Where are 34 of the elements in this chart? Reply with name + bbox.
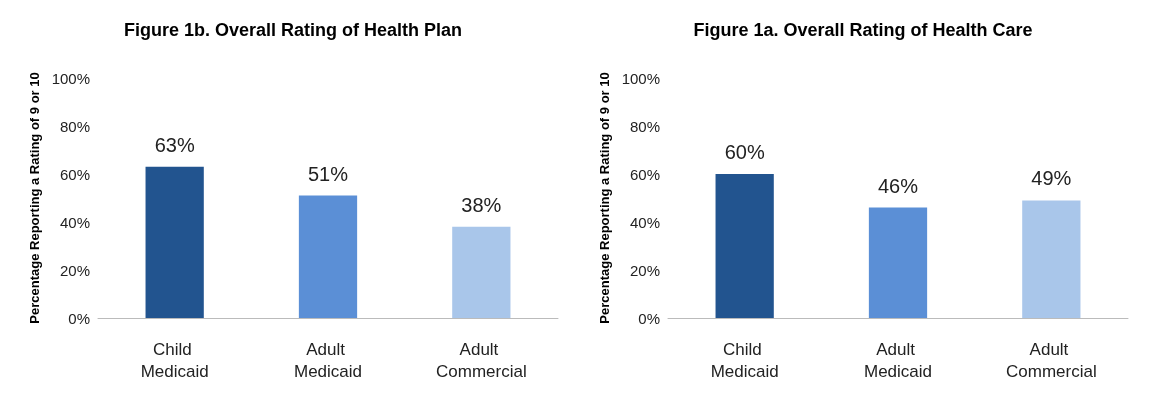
bar (452, 226, 511, 318)
x-tick-label: Adult Commercial (435, 339, 527, 381)
y-tick-label: 80% (59, 117, 90, 135)
x-tick-label: Child Medicaid (140, 339, 209, 381)
y-tick-label: 40% (629, 213, 660, 231)
y-tick-label: 80% (629, 117, 660, 135)
y-tick-label: 60% (59, 165, 90, 183)
data-label: 51% (307, 162, 349, 185)
y-tick-label: 60% (629, 165, 660, 183)
x-tick-label: Adult Commercial (1005, 339, 1097, 381)
y-tick-label: 100% (51, 69, 90, 87)
y-tick-label: 0% (68, 309, 90, 327)
bar (1022, 200, 1081, 318)
x-tick-label: Adult Medicaid (863, 339, 933, 381)
bar (868, 207, 928, 318)
bar (145, 166, 204, 318)
chart-title: Figure 1a. Overall Rating of Health Care (693, 20, 1033, 40)
y-axis-title: Percentage Reporting a Rating of 9 or 10 (26, 72, 42, 324)
bar (715, 174, 774, 318)
y-axis-title: Percentage Reporting a Rating of 9 or 10 (596, 72, 612, 324)
y-tick-label: 40% (59, 213, 90, 231)
data-label: 60% (724, 141, 765, 163)
bar (298, 195, 358, 318)
data-label: 63% (154, 133, 195, 156)
y-tick-label: 20% (59, 261, 90, 279)
chart-title: Figure 1b. Overall Rating of Health Plan (123, 20, 463, 40)
data-label: 46% (877, 174, 919, 197)
x-tick-label: Child Medicaid (710, 339, 779, 381)
y-tick-label: 20% (629, 261, 660, 279)
data-label: 38% (461, 193, 502, 216)
x-tick-label: Adult Medicaid (293, 339, 363, 381)
data-label: 49% (1031, 167, 1072, 190)
y-tick-label: 100% (621, 69, 660, 87)
y-tick-label: 0% (638, 309, 660, 327)
